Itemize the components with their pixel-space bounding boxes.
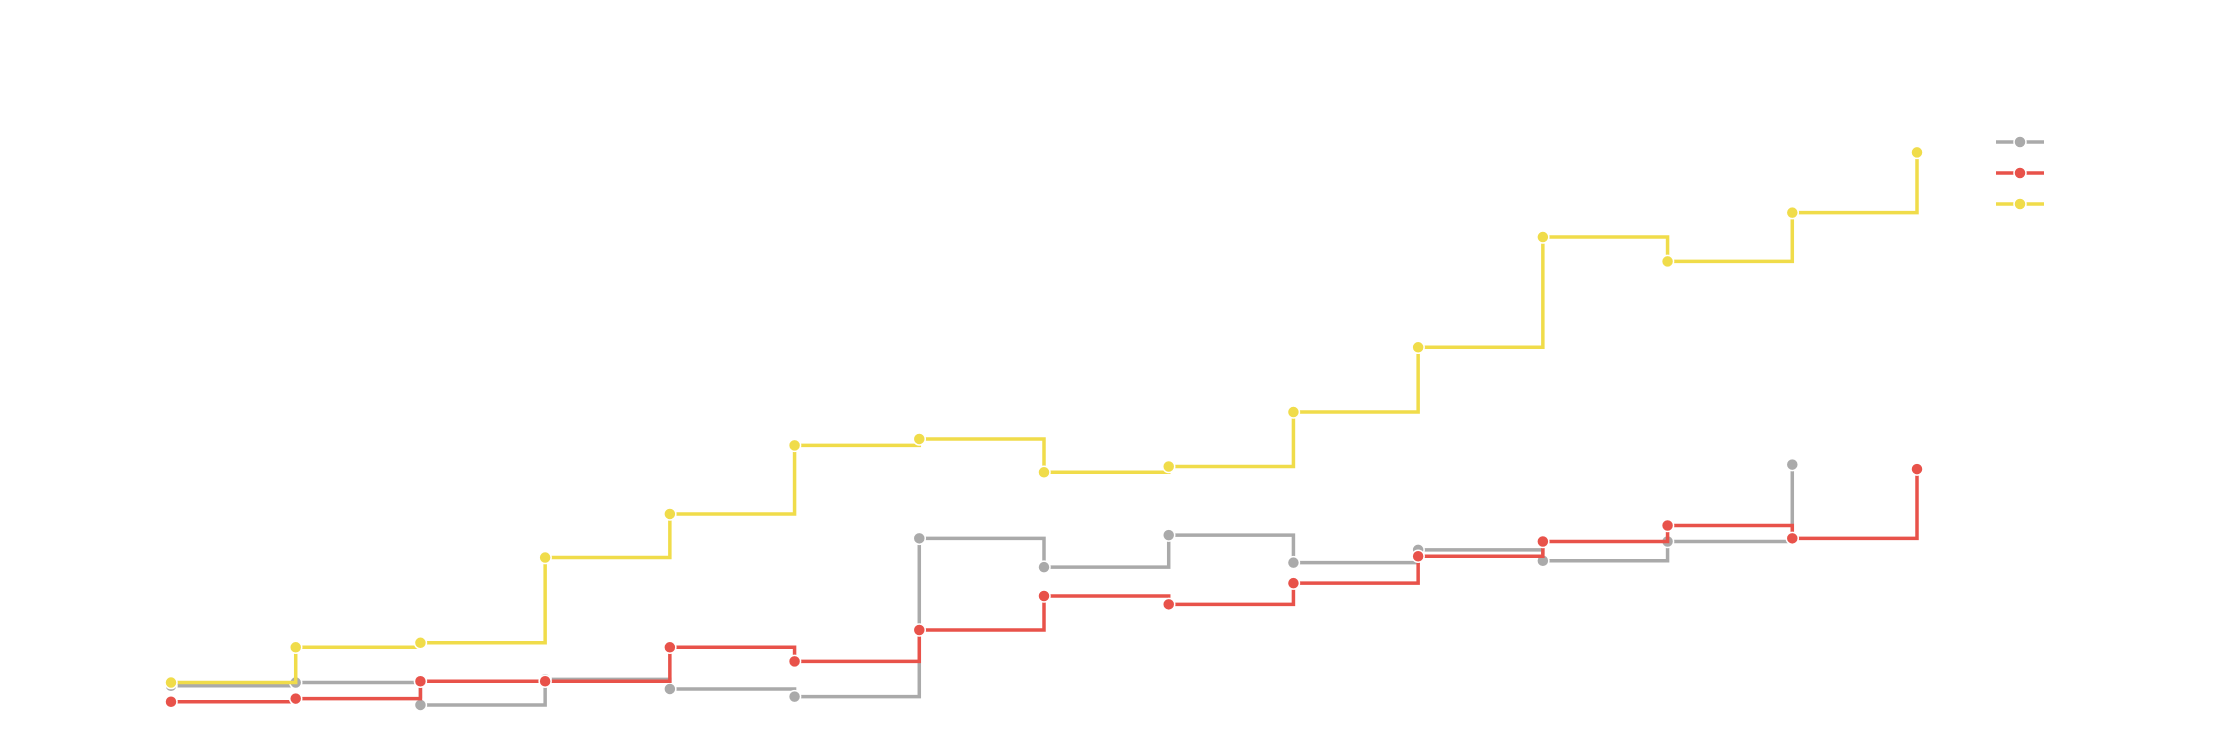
series-3-point xyxy=(1910,145,1924,160)
series-3-point xyxy=(1161,459,1176,474)
series-2-point xyxy=(538,674,552,689)
series-1-point xyxy=(787,689,802,704)
series-2-point xyxy=(1536,534,1550,549)
series-2-point xyxy=(288,691,303,706)
series-2-point xyxy=(1411,549,1425,564)
series-2-point xyxy=(1286,576,1301,590)
series-3-point xyxy=(787,438,802,453)
series-1-point xyxy=(1785,457,1800,472)
series-2 xyxy=(164,462,1924,709)
series-2-line xyxy=(171,469,1919,704)
series-layer xyxy=(164,145,1924,712)
series-1-line xyxy=(171,464,1795,707)
legend-marker-swatch xyxy=(2013,197,2027,211)
legend-marker-swatch xyxy=(2013,135,2027,149)
series-3-point xyxy=(1785,205,1800,220)
series-3-point xyxy=(1286,405,1301,419)
series-3-point xyxy=(1037,465,1051,480)
series-2-point xyxy=(413,674,428,689)
legend-entry-3 xyxy=(1996,197,2044,211)
legend-entry-2 xyxy=(1996,166,2044,180)
series-2-point xyxy=(1037,589,1051,603)
series-2-point xyxy=(164,695,178,709)
series-3-point xyxy=(288,640,303,655)
series-3-point xyxy=(1411,340,1425,355)
series-3-point xyxy=(912,432,927,446)
series-2-point xyxy=(1660,518,1675,533)
series-2-point xyxy=(1910,462,1924,476)
series-3-point xyxy=(164,675,178,690)
series-2-point xyxy=(787,654,802,669)
series-3 xyxy=(164,145,1924,690)
series-1-point xyxy=(1286,555,1301,570)
series-2-point xyxy=(663,640,677,655)
series-3-point xyxy=(413,636,428,650)
series-1-point xyxy=(1037,560,1051,574)
series-1-point xyxy=(912,531,927,546)
series-2-point xyxy=(1785,531,1800,546)
series-3-point xyxy=(1536,230,1550,244)
series-1-point xyxy=(413,698,428,712)
series-2-point xyxy=(912,623,927,637)
legend-entry-1 xyxy=(1996,135,2044,149)
legend-marker-swatch xyxy=(2013,166,2027,180)
series-3-point xyxy=(538,550,552,565)
series-1-point xyxy=(1161,528,1176,542)
legend xyxy=(1996,135,2044,211)
series-3-point xyxy=(1660,254,1675,269)
series-1 xyxy=(164,457,1800,712)
series-2-point xyxy=(1161,597,1176,612)
series-1-point xyxy=(663,682,677,696)
series-3-point xyxy=(663,507,677,521)
